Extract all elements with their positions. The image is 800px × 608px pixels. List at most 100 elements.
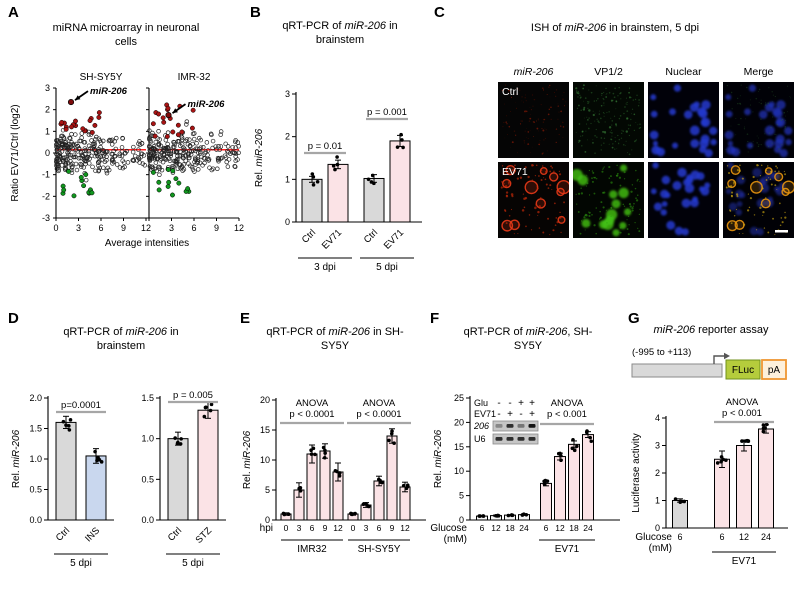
- panel-c-letter: C: [434, 4, 445, 21]
- panel-f-bar-chart: 0 5 10 15 20 25 Rel. miR-206 6 12 18 24 6 12 18 24 Gluc…: [430, 393, 620, 555]
- micrograph-ev71-1: [573, 162, 644, 238]
- svg-text:p < 0.0001: p < 0.0001: [356, 409, 401, 420]
- svg-text:+: +: [529, 409, 535, 420]
- svg-text:5: 5: [459, 491, 464, 501]
- svg-text:miR-206: miR-206: [90, 86, 128, 97]
- svg-text:EV71: EV71: [320, 227, 344, 251]
- svg-text:1: 1: [285, 174, 290, 184]
- svg-text:1: 1: [45, 126, 50, 136]
- svg-text:EV71: EV71: [474, 409, 496, 419]
- svg-text:Glu: Glu: [474, 398, 488, 408]
- svg-text:5 dpi: 5 dpi: [376, 262, 398, 273]
- svg-text:Ctrl: Ctrl: [300, 227, 318, 245]
- micrograph-ev71-0: [498, 162, 569, 238]
- svg-text:12: 12: [555, 523, 565, 533]
- svg-text:Ratio EV71/Ctrl (log2): Ratio EV71/Ctrl (log2): [10, 104, 21, 201]
- svg-text:miR-206: miR-206: [188, 99, 226, 110]
- svg-text:+: +: [529, 398, 535, 409]
- panel-b-title: qRT-PCR of miR-206 in brainstem: [282, 20, 398, 46]
- svg-text:18: 18: [505, 523, 515, 533]
- svg-text:0: 0: [459, 515, 464, 525]
- svg-text:0: 0: [53, 223, 58, 233]
- svg-text:2: 2: [45, 105, 50, 115]
- svg-text:15: 15: [260, 425, 270, 435]
- panel-a: A miRNA microarray in neuronal cells Rat…: [8, 4, 244, 304]
- svg-text:1.0: 1.0: [29, 454, 42, 464]
- svg-text:Rel. miR-206: Rel. miR-206: [242, 430, 253, 489]
- svg-text:5: 5: [265, 485, 270, 495]
- svg-text:Rel. miR-206: Rel. miR-206: [254, 128, 265, 187]
- svg-text:9: 9: [390, 523, 395, 533]
- svg-text:12: 12: [141, 223, 151, 233]
- svg-text:ANOVA: ANOVA: [363, 398, 396, 409]
- panel-f-letter: F: [430, 310, 440, 327]
- svg-text:1.0: 1.0: [141, 434, 154, 444]
- column-header-merge: Merge: [743, 66, 774, 78]
- svg-text:12: 12: [739, 532, 749, 542]
- svg-text:24: 24: [519, 523, 529, 533]
- svg-text:6: 6: [719, 532, 724, 542]
- svg-text:Ctrl: Ctrl: [362, 227, 380, 245]
- svg-text:(-995 to +113): (-995 to +113): [632, 347, 691, 358]
- svg-text:6: 6: [310, 523, 315, 533]
- panel-e-letter: E: [240, 310, 251, 327]
- panel-g-letter: G: [628, 310, 640, 327]
- panel-g-reporter-construct: (-995 to +113) FLuc pA: [631, 347, 787, 380]
- svg-text:-: -: [497, 398, 500, 409]
- svg-text:1: 1: [655, 496, 660, 506]
- svg-text:IMR-32: IMR-32: [178, 72, 211, 83]
- svg-text:3: 3: [45, 83, 50, 93]
- svg-text:2.0: 2.0: [29, 393, 42, 403]
- svg-text:EV71: EV71: [732, 556, 757, 567]
- svg-text:Glucose: Glucose: [635, 532, 672, 543]
- svg-text:Rel. miR-206: Rel. miR-206: [11, 429, 22, 488]
- svg-text:FLuc: FLuc: [732, 365, 754, 376]
- panel-d: D qRT-PCR of miR-206 in brainstem 0.0 0.5…: [8, 310, 234, 604]
- svg-text:1.5: 1.5: [141, 393, 154, 403]
- svg-text:25: 25: [454, 393, 464, 403]
- svg-text:ANOVA: ANOVA: [296, 398, 329, 409]
- svg-text:0: 0: [284, 523, 289, 533]
- svg-text:p = 0.01: p = 0.01: [308, 141, 343, 152]
- panel-d-title: qRT-PCR of miR-206 in brainstem: [63, 326, 179, 352]
- svg-text:20: 20: [454, 417, 464, 427]
- svg-text:INS: INS: [83, 525, 102, 544]
- svg-text:Luciferase activity: Luciferase activity: [631, 433, 642, 512]
- micrograph-ev71-2: [648, 162, 719, 238]
- svg-text:3: 3: [169, 223, 174, 233]
- panel-b: B qRT-PCR of miR-206 in brainstem 0 1 2 3 Re…: [250, 4, 430, 304]
- svg-text:12: 12: [333, 523, 343, 533]
- svg-text:-: -: [508, 398, 511, 409]
- svg-text:10: 10: [454, 466, 464, 476]
- svg-text:-2: -2: [42, 191, 50, 201]
- svg-text:3: 3: [76, 223, 81, 233]
- svg-text:+: +: [518, 398, 524, 409]
- svg-text:EV71: EV71: [382, 227, 406, 251]
- panel-d-bar-chart-ins: 0.0 0.5 1.0 1.5 2.0 Rel. miR-206 Ctrl INS 5 dpi p…: [11, 393, 114, 569]
- panel-g: G miR-206 reporter assay (-995 to +113) F…: [628, 310, 796, 604]
- svg-text:U6: U6: [474, 434, 486, 444]
- svg-text:1.5: 1.5: [29, 424, 42, 434]
- svg-text:5 dpi: 5 dpi: [182, 558, 204, 569]
- svg-text:15: 15: [454, 442, 464, 452]
- svg-text:p = 0.001: p = 0.001: [367, 107, 407, 118]
- svg-text:3: 3: [364, 523, 369, 533]
- svg-text:ANOVA: ANOVA: [726, 397, 759, 408]
- panel-f: F qRT-PCR of miR-206, SH-SY5Y 0 5 10 15 20 25…: [430, 310, 626, 604]
- panel-a-scatter-plot: Ratio EV71/Ctrl (log2) 3 2 1 0 -1 -2 -3 Average …: [10, 72, 244, 249]
- svg-text:-3: -3: [42, 213, 50, 223]
- svg-text:12: 12: [234, 223, 244, 233]
- svg-text:10: 10: [260, 455, 270, 465]
- svg-text:Average intensities: Average intensities: [105, 238, 189, 249]
- svg-text:SH-SY5Y: SH-SY5Y: [80, 72, 123, 83]
- svg-text:6: 6: [480, 523, 485, 533]
- svg-text:-: -: [519, 409, 522, 420]
- svg-text:Rel. miR-206: Rel. miR-206: [433, 429, 444, 488]
- svg-text:p < 0.001: p < 0.001: [722, 408, 762, 419]
- svg-text:(mM): (mM): [444, 534, 467, 545]
- svg-text:0: 0: [265, 515, 270, 525]
- svg-text:6: 6: [191, 223, 196, 233]
- svg-text:3 dpi: 3 dpi: [314, 262, 336, 273]
